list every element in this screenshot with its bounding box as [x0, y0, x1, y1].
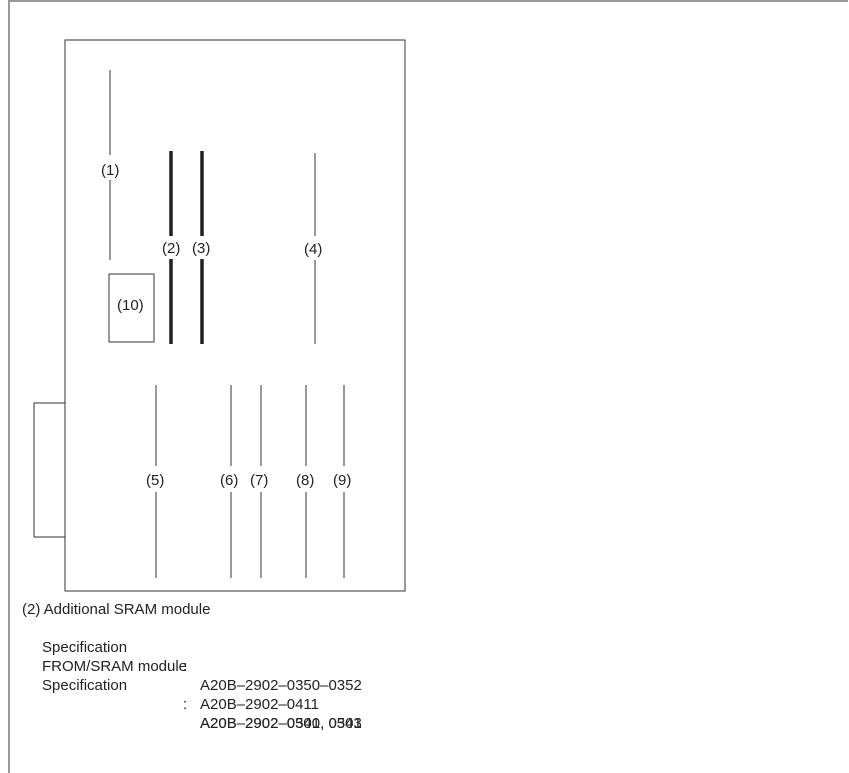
- spec1-value: A20B–2902–0350–0352: [200, 677, 362, 694]
- module2-name: FROM/SRAM module: [42, 658, 188, 675]
- spec1-label: Specification: [42, 639, 128, 656]
- module-notes: (2) Additional SRAM module Specification…: [22, 600, 362, 732]
- label-6: (6): [220, 472, 238, 489]
- label-5: (5): [146, 472, 164, 489]
- module2-row: FROM/SRAM module: [22, 638, 210, 675]
- label-1: (1): [101, 162, 119, 179]
- spec2-row-2: A20B–2902–0411: [22, 676, 319, 713]
- spec2-label: Specification: [42, 677, 128, 694]
- spec2-value-1: A20B–2902–0341, 0343: [200, 715, 362, 732]
- label-3: (3): [192, 240, 210, 257]
- spec2-value-3: A20B–2902–0500, 0501: [200, 715, 362, 732]
- front-connector: [33, 402, 66, 538]
- page-frame: [8, 0, 848, 773]
- label-8: (8): [296, 472, 314, 489]
- component-box-10: [108, 273, 155, 343]
- label-7: (7): [250, 472, 268, 489]
- spec2-value-2: A20B–2902–0411: [200, 696, 320, 713]
- board-outline: [64, 39, 406, 592]
- spec1-colon: :: [183, 658, 188, 675]
- notes-heading: (2) Additional SRAM module: [22, 601, 211, 618]
- board-diagram: (1) (2) (3) (4) (10) (5) (6) (7) (8) (9): [33, 39, 406, 592]
- label-4: (4): [304, 241, 322, 258]
- spec2-colon: :: [183, 696, 188, 713]
- label-10: (10): [117, 297, 144, 314]
- label-9: (9): [333, 472, 351, 489]
- label-2: (2): [162, 240, 180, 257]
- spec1-row: Specification : A20B–2902–0350–0352: [22, 619, 362, 694]
- spec2-row: Specification : A20B–2902–0341, 0343: [22, 657, 362, 732]
- spec2-row-3: A20B–2902–0500, 0501: [22, 695, 362, 732]
